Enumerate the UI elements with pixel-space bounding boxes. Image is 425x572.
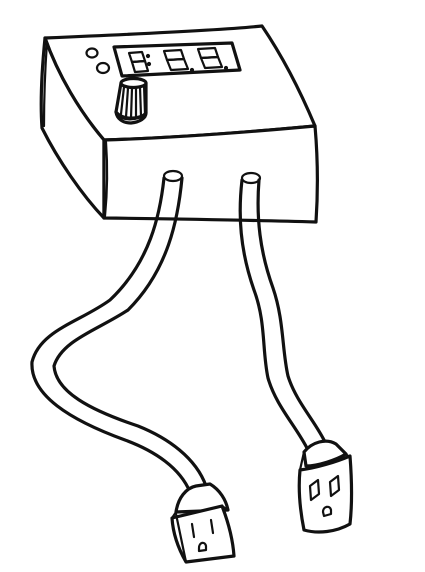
indicator-light-icon xyxy=(85,47,99,59)
display-digit xyxy=(127,50,150,74)
display-colon-dot xyxy=(146,61,152,67)
display-digit xyxy=(196,46,224,70)
female-outlet-connector xyxy=(170,482,236,564)
knob-grip-ridges xyxy=(119,83,147,120)
knob-top xyxy=(119,76,148,90)
plug-ground-pin-icon xyxy=(321,505,333,518)
cord-outline-outer xyxy=(30,176,192,494)
cord-outline-inner xyxy=(52,176,208,488)
box-left-face xyxy=(39,36,106,220)
display-colon-dot xyxy=(145,53,151,59)
digital-display xyxy=(112,41,242,78)
male-plug-connector xyxy=(297,439,354,534)
outlet-ground-hole-icon xyxy=(197,541,208,553)
controller-box xyxy=(39,24,319,224)
outlet-slot-icon xyxy=(209,518,215,535)
plug-blade-icon xyxy=(308,478,321,502)
cord-outline-outer xyxy=(238,178,310,452)
cord-outline-inner xyxy=(256,178,328,446)
display-digit xyxy=(162,48,190,72)
indicator-lights xyxy=(85,47,111,75)
outlet-slot-icon xyxy=(190,522,196,539)
right-power-cord xyxy=(238,171,328,452)
control-knob xyxy=(114,76,148,125)
box-front-face xyxy=(102,124,319,224)
plug-blade-icon xyxy=(328,474,341,498)
indicator-light-icon xyxy=(95,61,111,75)
left-power-cord xyxy=(30,169,208,494)
